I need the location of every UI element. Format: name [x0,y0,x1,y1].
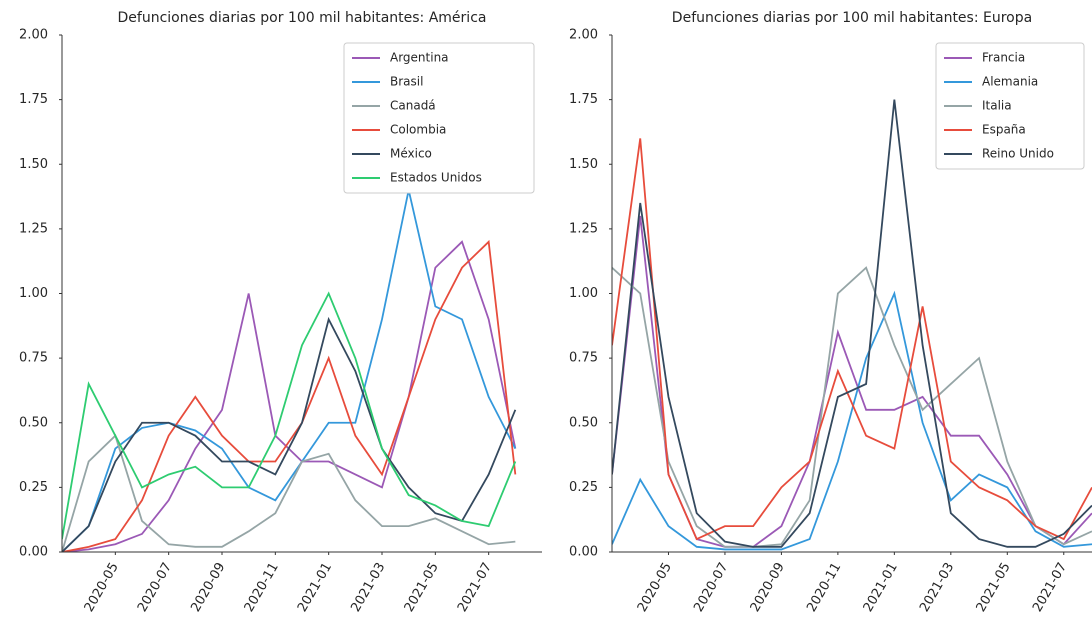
plot-lines [62,189,517,552]
x-tick-label: 2020-07 [691,560,731,615]
x-tick-label: 2021-05 [974,560,1014,615]
y-tick-label: 2.00 [569,28,598,43]
chart-title: Defunciones diarias por 100 mil habitant… [672,10,1032,26]
y-tick-label: 1.50 [569,157,598,172]
legend-box [935,42,1085,170]
y-tick-label: 0.00 [569,545,598,560]
y-tick-label: 1.25 [569,221,598,236]
x-tick-label: 2021-05 [402,560,442,615]
data-line [62,189,517,552]
y-tick-label: 1.75 [19,92,48,107]
data-line [62,291,517,540]
legend-label: Italia [982,99,1012,113]
legend-label: Estados Unidos [390,171,482,185]
data-line [62,240,517,552]
y-tick-label: 1.75 [569,92,598,107]
y-tick-label: 0.25 [19,480,48,495]
legend-label: Reino Unido [982,147,1054,161]
x-tick-label: 2020-11 [804,560,844,615]
y-tick-label: 0.75 [569,351,598,366]
legend-label: Canadá [390,99,436,113]
legend-label: Francia [982,51,1025,65]
legend-label: México [390,147,432,161]
y-tick-label: 1.25 [19,221,48,236]
legend-label: Argentina [390,51,449,65]
legend-label: España [982,123,1026,137]
data-line [612,138,1092,541]
legend-box [343,42,535,194]
chart-title: Defunciones diarias por 100 mil habitant… [118,10,487,26]
x-tick-label: 2021-01 [861,560,901,615]
legend-label: Brasil [390,75,423,89]
y-tick-label: 0.50 [19,415,48,430]
x-tick-label: 2021-03 [348,560,388,615]
x-tick-label: 2021-07 [455,560,495,615]
y-tick-label: 2.00 [19,28,48,43]
plot-lines [612,99,1092,551]
legend: Argentina Brasil Canadá Colombia México Estad… [343,42,535,194]
y-tick-label: 0.00 [19,545,48,560]
y-tick-label: 0.50 [569,415,598,430]
x-tick-label: 2020-05 [635,560,675,615]
y-tick-label: 1.00 [569,286,598,301]
data-line [612,290,1092,551]
legend-label: Colombia [390,123,446,137]
y-tick-label: 0.25 [569,480,598,495]
legend-label: Alemania [982,75,1038,89]
x-tick-label: 2021-07 [1030,560,1070,615]
y-tick-label: 1.00 [19,286,48,301]
x-tick-label: 2021-03 [917,560,957,615]
data-line [612,99,1092,548]
x-tick-label: 2021-01 [295,560,335,615]
x-tick-label: 2020-07 [135,560,175,615]
x-tick-label: 2020-11 [242,560,282,615]
y-tick-label: 0.75 [19,351,48,366]
y-tick-label: 1.50 [19,157,48,172]
data-line [62,434,516,552]
x-tick-label: 2020-09 [188,560,228,615]
x-tick-label: 2020-09 [748,560,788,615]
data-line [62,239,517,552]
legend: Francia Alemania Italia España Reino Unido [935,42,1085,170]
data-line [612,266,1092,548]
x-tick-label: 2020-05 [82,560,122,615]
data-line [62,316,517,552]
